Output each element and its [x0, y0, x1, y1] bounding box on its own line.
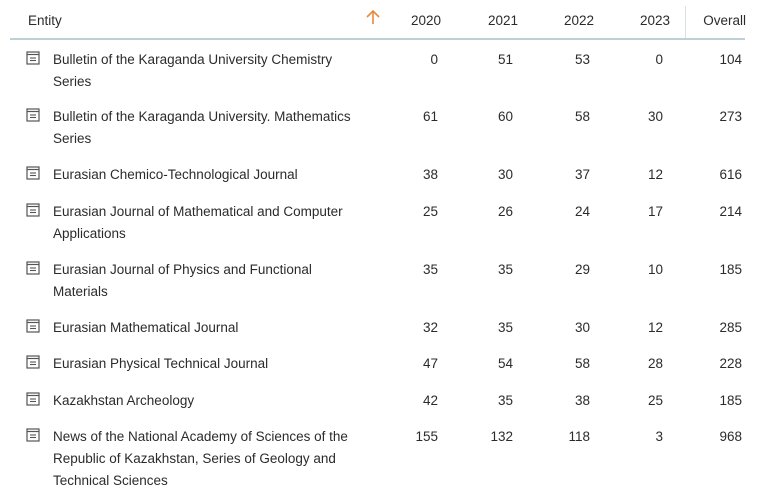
- value-2020: 47: [422, 356, 438, 371]
- value-overall: 968: [719, 429, 742, 444]
- value-2021: 60: [497, 109, 513, 124]
- value-2023: 25: [647, 393, 663, 408]
- value-2023: 28: [647, 356, 663, 371]
- entity-name-link[interactable]: Eurasian Physical Technical Journal: [53, 356, 269, 371]
- journal-document-icon: [26, 51, 40, 65]
- value-2022: 30: [574, 320, 590, 335]
- value-2020: 38: [422, 167, 438, 182]
- column-header-2021[interactable]: 2021: [487, 13, 518, 28]
- value-2023: 17: [647, 204, 663, 219]
- value-2020: 61: [422, 109, 438, 124]
- value-2020: 155: [415, 429, 438, 444]
- value-2023: 0: [655, 52, 663, 67]
- value-2020: 32: [422, 320, 438, 335]
- value-overall: 104: [719, 52, 742, 67]
- value-2021: 35: [497, 320, 513, 335]
- entity-name-link[interactable]: Eurasian Journal of Physics and Function…: [53, 262, 312, 299]
- value-overall: 616: [719, 167, 742, 182]
- header-rule: [10, 38, 745, 40]
- value-2020: 35: [422, 262, 438, 277]
- value-overall: 185: [719, 262, 742, 277]
- value-2022: 37: [574, 167, 590, 182]
- entity-name-link[interactable]: Bulletin of the Karaganda University Che…: [53, 52, 333, 89]
- value-2023: 12: [647, 320, 663, 335]
- value-overall: 273: [719, 109, 742, 124]
- value-2021: 30: [497, 167, 513, 182]
- entity-name-link[interactable]: Kazakhstan Archeology: [53, 393, 195, 408]
- value-2022: 58: [574, 109, 590, 124]
- journal-document-icon: [26, 261, 40, 275]
- value-2021: 26: [497, 204, 513, 219]
- entity-name-link[interactable]: Eurasian Journal of Mathematical and Com…: [53, 204, 343, 241]
- value-2022: 24: [574, 204, 590, 219]
- value-2022: 58: [574, 356, 590, 371]
- value-2021: 132: [490, 429, 513, 444]
- entity-name-link[interactable]: Bulletin of the Karaganda University. Ma…: [53, 109, 351, 146]
- value-overall: 228: [719, 356, 742, 371]
- journal-document-icon: [26, 203, 40, 217]
- column-header-entity[interactable]: Entity: [28, 13, 62, 28]
- entity-name-link[interactable]: Eurasian Mathematical Journal: [53, 320, 239, 335]
- value-2020: 0: [430, 52, 438, 67]
- column-header-2020[interactable]: 2020: [410, 13, 441, 28]
- table-header: Entity 2020 2021 2022 2023 Overall: [0, 0, 768, 40]
- column-divider: [685, 6, 686, 38]
- value-2022: 118: [568, 429, 590, 444]
- value-2022: 29: [574, 262, 590, 277]
- journal-document-icon: [26, 392, 40, 406]
- column-header-2022[interactable]: 2022: [563, 13, 594, 28]
- value-overall: 185: [719, 393, 742, 408]
- journal-document-icon: [26, 166, 40, 180]
- journal-document-icon: [26, 355, 40, 369]
- value-overall: 214: [719, 204, 742, 219]
- value-2021: 35: [497, 262, 513, 277]
- value-2022: 38: [574, 393, 590, 408]
- value-2020: 42: [422, 393, 438, 408]
- value-2023: 30: [647, 109, 663, 124]
- value-2023: 3: [655, 429, 663, 444]
- value-2023: 12: [647, 167, 663, 182]
- value-2020: 25: [422, 204, 438, 219]
- column-header-overall[interactable]: Overall: [703, 13, 746, 28]
- value-2021: 51: [497, 52, 513, 67]
- column-header-2023[interactable]: 2023: [639, 13, 670, 28]
- value-2021: 54: [497, 356, 513, 371]
- value-2022: 53: [574, 52, 590, 67]
- journal-document-icon: [26, 428, 40, 442]
- entity-name-link[interactable]: News of the National Academy of Sciences…: [53, 429, 348, 488]
- value-overall: 285: [719, 320, 742, 335]
- arrow-up-icon[interactable]: [363, 7, 383, 27]
- entity-name-link[interactable]: Eurasian Chemico-Technological Journal: [53, 167, 298, 182]
- journal-document-icon: [26, 108, 40, 122]
- value-2023: 10: [647, 262, 663, 277]
- journal-document-icon: [26, 319, 40, 333]
- value-2021: 35: [497, 393, 513, 408]
